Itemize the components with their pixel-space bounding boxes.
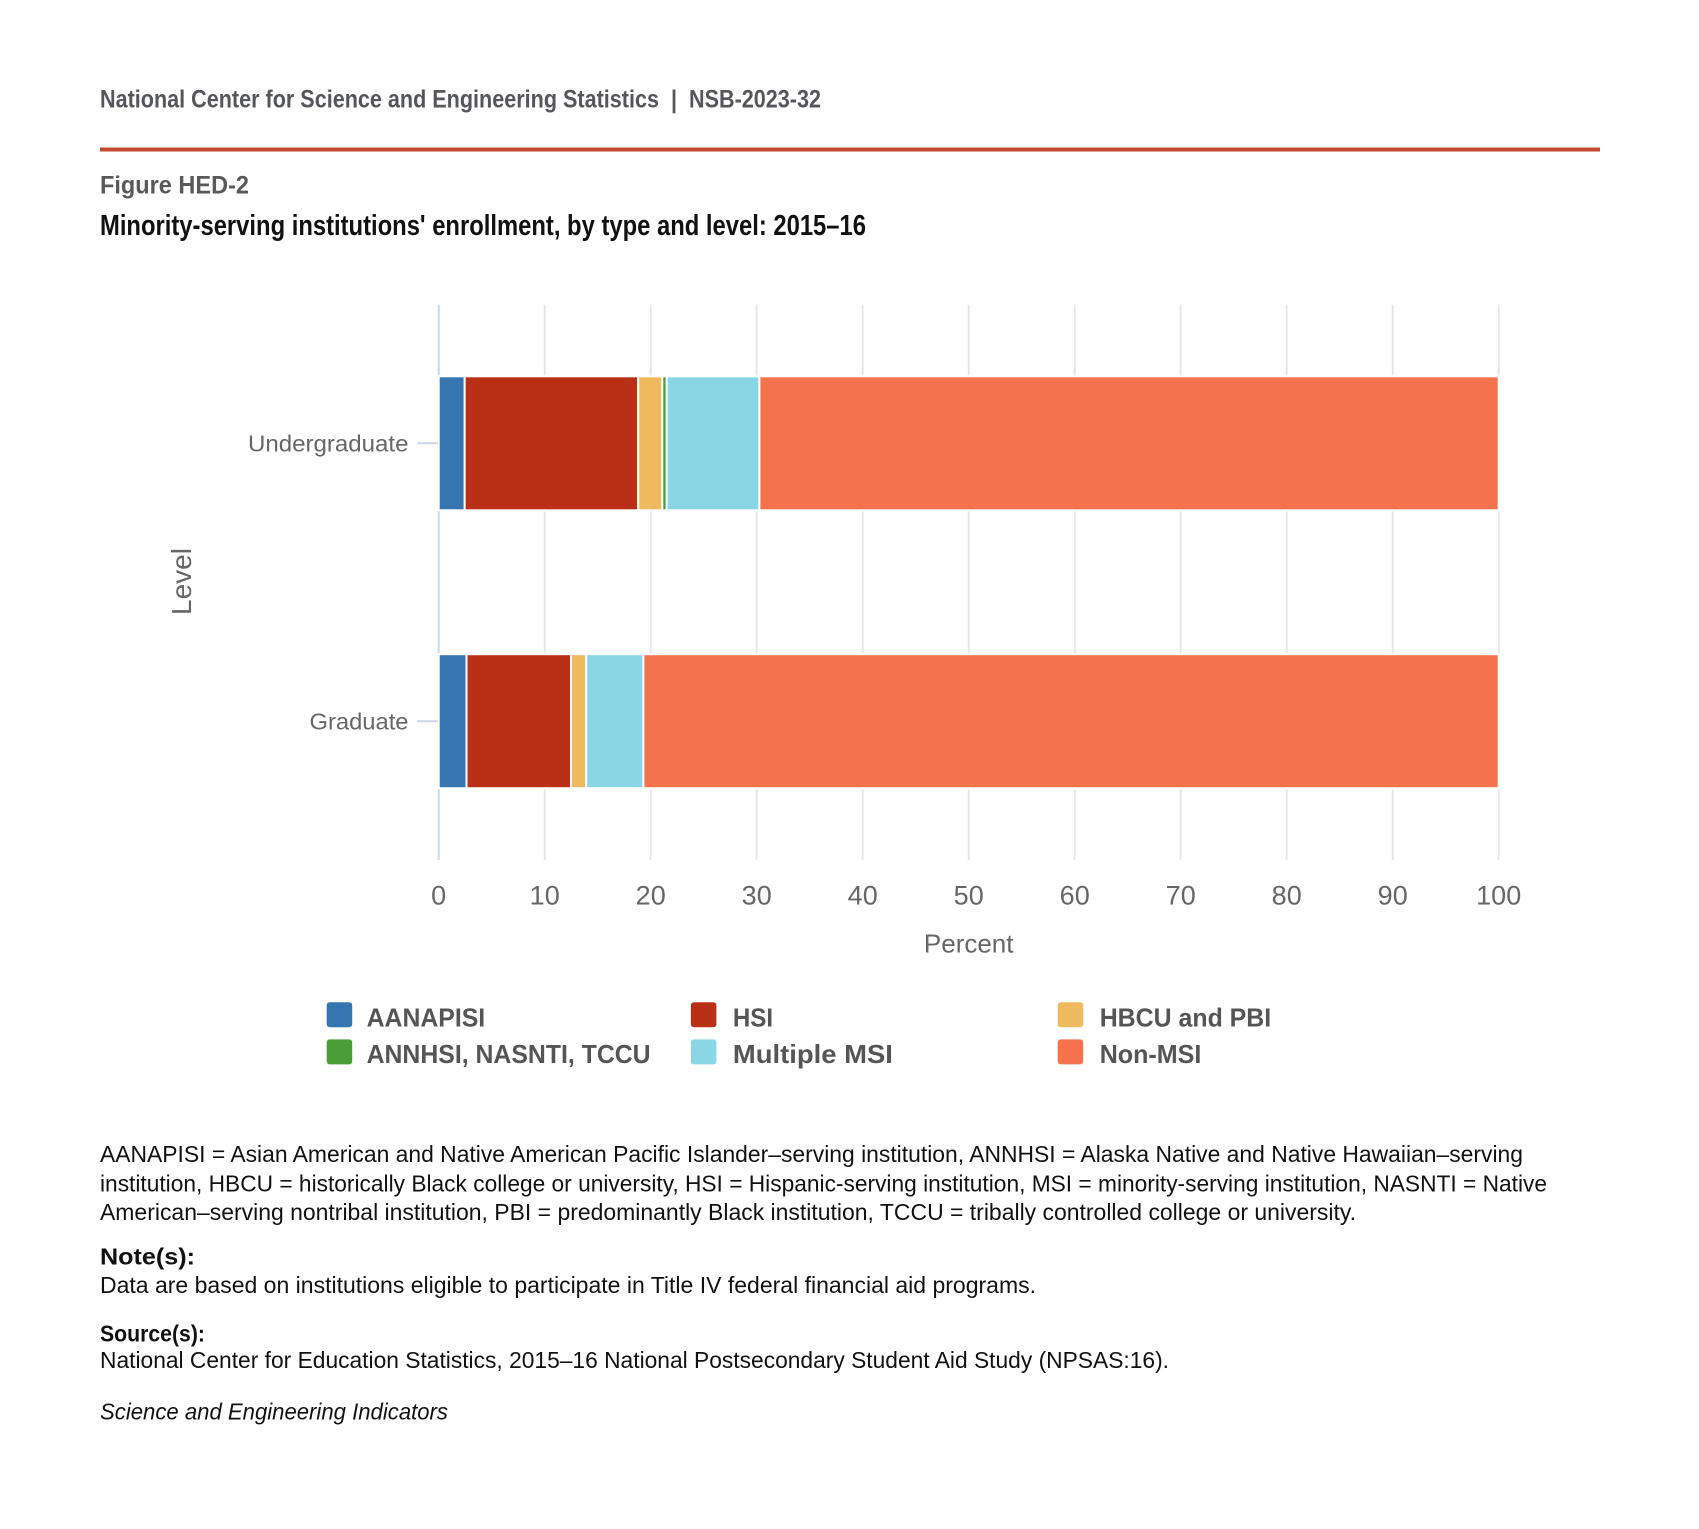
svg-text:HSI: HSI bbox=[733, 1002, 773, 1032]
svg-text:Note(s):: Note(s): bbox=[100, 1244, 195, 1270]
svg-text:Multiple MSI: Multiple MSI bbox=[733, 1039, 893, 1069]
svg-text:Percent: Percent bbox=[924, 929, 1014, 959]
svg-text:AANAPISI = Asian American and: AANAPISI = Asian American and Native Ame… bbox=[100, 1141, 1523, 1167]
svg-text:Minority-serving institutions': Minority-serving institutions' enrollmen… bbox=[100, 210, 866, 242]
svg-text:Science and Engineering Indica: Science and Engineering Indicators bbox=[100, 1399, 448, 1425]
svg-text:80: 80 bbox=[1272, 881, 1302, 911]
svg-text:Figure HED-2: Figure HED-2 bbox=[100, 171, 249, 199]
svg-text:60: 60 bbox=[1060, 881, 1090, 911]
svg-text:AANAPISI: AANAPISI bbox=[367, 1002, 486, 1032]
svg-text:0: 0 bbox=[431, 881, 446, 911]
svg-text:50: 50 bbox=[954, 881, 984, 911]
svg-text:HBCU and PBI: HBCU and PBI bbox=[1100, 1002, 1272, 1032]
svg-text:Source(s):: Source(s): bbox=[100, 1320, 205, 1346]
svg-text:20: 20 bbox=[636, 881, 666, 911]
svg-text:Non-MSI: Non-MSI bbox=[1100, 1039, 1202, 1069]
svg-text:10: 10 bbox=[530, 881, 560, 911]
svg-text:100: 100 bbox=[1476, 881, 1521, 911]
svg-text:Undergraduate: Undergraduate bbox=[248, 431, 409, 457]
svg-text:American–serving nontribal ins: American–serving nontribal institution, … bbox=[100, 1199, 1356, 1225]
svg-text:National Center for Education: National Center for Education Statistics… bbox=[100, 1347, 1169, 1373]
svg-text:Level: Level bbox=[166, 548, 197, 615]
svg-text:ANNHSI, NASNTI, TCCU: ANNHSI, NASNTI, TCCU bbox=[367, 1039, 651, 1069]
svg-text:90: 90 bbox=[1378, 881, 1408, 911]
svg-text:Graduate: Graduate bbox=[310, 709, 409, 735]
svg-text:National Center for Science an: National Center for Science and Engineer… bbox=[100, 86, 821, 114]
svg-text:Data are based on institutions: Data are based on institutions eligible … bbox=[100, 1272, 1036, 1298]
svg-text:40: 40 bbox=[848, 881, 878, 911]
svg-text:70: 70 bbox=[1166, 881, 1196, 911]
svg-text:institution, HBCU = historical: institution, HBCU = historically Black c… bbox=[100, 1170, 1547, 1196]
svg-text:30: 30 bbox=[742, 881, 772, 911]
